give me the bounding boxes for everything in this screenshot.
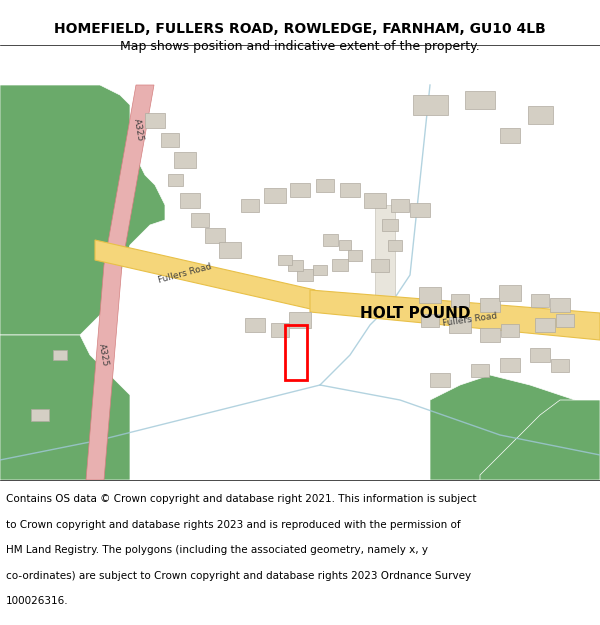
Bar bbox=[180, 192, 200, 208]
Bar bbox=[332, 259, 348, 271]
Bar bbox=[31, 409, 49, 421]
Bar bbox=[145, 112, 165, 128]
Bar bbox=[161, 133, 179, 147]
Bar bbox=[219, 242, 241, 258]
Polygon shape bbox=[86, 85, 154, 480]
Bar bbox=[191, 213, 209, 227]
Polygon shape bbox=[0, 335, 130, 480]
Bar bbox=[371, 259, 389, 271]
Bar bbox=[465, 91, 495, 109]
Bar bbox=[241, 199, 259, 211]
Bar bbox=[285, 325, 307, 380]
Bar bbox=[419, 287, 441, 303]
Text: HOLT POUND: HOLT POUND bbox=[360, 306, 470, 321]
Bar bbox=[382, 219, 398, 231]
Bar bbox=[289, 312, 311, 328]
Bar bbox=[316, 179, 334, 191]
Bar bbox=[527, 106, 553, 124]
Bar bbox=[205, 228, 225, 242]
Bar bbox=[364, 192, 386, 208]
Bar bbox=[501, 324, 519, 336]
Text: Contains OS data © Crown copyright and database right 2021. This information is : Contains OS data © Crown copyright and d… bbox=[6, 494, 476, 504]
Text: A325: A325 bbox=[97, 342, 109, 367]
Text: Fullers Road: Fullers Road bbox=[442, 312, 498, 328]
Bar bbox=[313, 265, 327, 275]
Bar bbox=[174, 152, 196, 168]
Polygon shape bbox=[310, 290, 600, 340]
Bar bbox=[348, 249, 362, 261]
Bar bbox=[500, 127, 520, 142]
Bar bbox=[556, 314, 574, 326]
Bar bbox=[550, 298, 570, 312]
Bar bbox=[480, 328, 500, 342]
Bar bbox=[531, 294, 549, 306]
Bar bbox=[551, 359, 569, 371]
Polygon shape bbox=[375, 205, 395, 300]
Bar bbox=[430, 373, 450, 387]
Bar bbox=[339, 240, 351, 250]
Text: A325: A325 bbox=[131, 118, 145, 142]
Bar bbox=[323, 234, 337, 246]
Bar bbox=[264, 188, 286, 202]
Bar bbox=[499, 285, 521, 301]
Bar bbox=[278, 255, 292, 265]
Polygon shape bbox=[480, 400, 600, 480]
Bar bbox=[451, 294, 469, 306]
Bar bbox=[471, 364, 489, 376]
Bar bbox=[271, 323, 289, 337]
Bar bbox=[500, 358, 520, 372]
Bar bbox=[297, 269, 313, 281]
Bar bbox=[340, 183, 360, 197]
Bar bbox=[287, 259, 302, 271]
Bar bbox=[530, 348, 550, 362]
Bar bbox=[53, 350, 67, 360]
Polygon shape bbox=[430, 375, 600, 480]
Bar bbox=[290, 183, 310, 197]
Bar bbox=[410, 203, 430, 217]
Text: to Crown copyright and database rights 2023 and is reproduced with the permissio: to Crown copyright and database rights 2… bbox=[6, 520, 461, 530]
Polygon shape bbox=[95, 240, 315, 310]
Bar bbox=[167, 174, 182, 186]
Text: Fullers Road: Fullers Road bbox=[157, 261, 213, 284]
Text: Map shows position and indicative extent of the property.: Map shows position and indicative extent… bbox=[120, 40, 480, 52]
Bar bbox=[535, 318, 555, 332]
Bar bbox=[413, 95, 448, 115]
Bar bbox=[245, 318, 265, 332]
Bar bbox=[480, 298, 500, 312]
Polygon shape bbox=[0, 85, 165, 335]
Text: co-ordinates) are subject to Crown copyright and database rights 2023 Ordnance S: co-ordinates) are subject to Crown copyr… bbox=[6, 571, 471, 581]
Bar bbox=[449, 317, 471, 333]
Text: HOMEFIELD, FULLERS ROAD, ROWLEDGE, FARNHAM, GU10 4LB: HOMEFIELD, FULLERS ROAD, ROWLEDGE, FARNH… bbox=[54, 22, 546, 36]
Bar bbox=[421, 314, 439, 326]
Text: 100026316.: 100026316. bbox=[6, 596, 68, 606]
Bar bbox=[388, 239, 402, 251]
Text: HM Land Registry. The polygons (including the associated geometry, namely x, y: HM Land Registry. The polygons (includin… bbox=[6, 545, 428, 555]
Bar bbox=[391, 199, 409, 211]
